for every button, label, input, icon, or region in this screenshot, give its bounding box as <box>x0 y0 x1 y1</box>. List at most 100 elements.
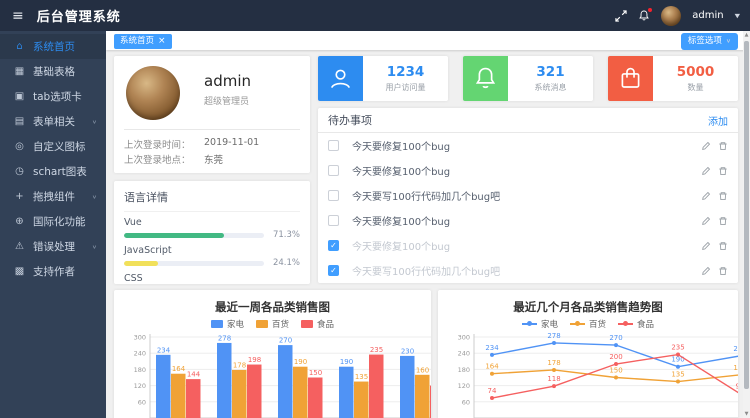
sidebar-item-基础表格[interactable]: ▦ 基础表格 <box>0 59 106 84</box>
tag-options-label: 标签选项 <box>687 36 722 46</box>
notification-badge <box>648 8 653 12</box>
sidebar-item-label: 拖拽组件 <box>33 191 75 203</box>
svg-text:270: 270 <box>609 334 622 342</box>
legend-label: 家电 <box>226 319 244 330</box>
avatar[interactable] <box>661 5 682 26</box>
sidebar-item-label: 表单相关 <box>33 116 75 128</box>
notification-bell-icon[interactable] <box>638 8 653 22</box>
todo-checkbox[interactable] <box>328 165 339 176</box>
stat-value: 321 <box>536 64 565 80</box>
drag-icon: + <box>15 191 24 202</box>
bag-icon <box>608 56 653 101</box>
stat-label: 数量 <box>687 83 704 92</box>
tab-home[interactable]: 系统首页 × <box>114 34 172 49</box>
close-icon[interactable]: × <box>158 35 166 46</box>
bar-chart-legend: 家电 百货 食品 <box>114 318 431 330</box>
tag-options-button[interactable]: 标签选项 ∨ <box>680 33 738 50</box>
svg-text:120: 120 <box>458 382 470 390</box>
edit-icon[interactable] <box>701 241 711 251</box>
progress-fill <box>124 260 158 266</box>
delete-icon[interactable] <box>718 266 728 276</box>
sidebar-item-label: 系统首页 <box>33 41 75 53</box>
error-icon: ⚠ <box>15 241 24 252</box>
vertical-scrollbar[interactable]: ▲ ▼ <box>743 31 750 418</box>
legend-item-食品[interactable]: 食品 <box>618 318 654 330</box>
legend-item-家电[interactable]: 家电 <box>210 318 244 330</box>
legend-item-家电[interactable]: 家电 <box>521 318 558 330</box>
edit-icon[interactable] <box>701 191 711 201</box>
scrollbar-down-arrow-icon[interactable]: ▼ <box>744 411 749 417</box>
delete-icon[interactable] <box>718 166 728 176</box>
svg-text:178: 178 <box>233 361 246 369</box>
form-icon: ▤ <box>14 116 25 127</box>
sidebar-item-tab选项卡[interactable]: ▣ tab选项卡 <box>0 84 106 109</box>
hamburger-menu-icon[interactable]: ≡ <box>12 7 24 24</box>
legend-item-百货[interactable]: 百货 <box>569 318 606 330</box>
line-chart-legend: 家电 百货 食品 <box>438 318 738 330</box>
sidebar-item-国际化功能[interactable]: ⊕ 国际化功能 <box>0 209 106 234</box>
todo-checkbox[interactable]: ✓ <box>328 240 339 251</box>
last-login-time-value: 2019-11-01 <box>204 137 260 148</box>
svg-text:235: 235 <box>370 346 383 354</box>
language-detail-card: 语言详情 Vue71.3%JavaScript24.1%CSS13.7%HTML… <box>114 181 310 284</box>
sidebar-item-label: 基础表格 <box>33 66 75 78</box>
todo-card: 待办事项 添加 今天要修复100个bug 今天要修复100个bug 今天要写100行… <box>318 108 738 283</box>
delete-icon[interactable] <box>718 191 728 201</box>
sidebar-item-系统首页[interactable]: ⌂ 系统首页 <box>0 34 106 59</box>
legend-item-食品[interactable]: 食品 <box>301 318 334 330</box>
stat-card-数量[interactable]: 5000 数量 <box>608 56 738 101</box>
sidebar-item-自定义图标[interactable]: ◎ 自定义图标 <box>0 134 106 159</box>
last-login-time-label: 上次登录时间： <box>124 140 191 151</box>
todo-checkbox[interactable] <box>328 190 339 201</box>
delete-icon[interactable] <box>718 216 728 226</box>
weekly-sales-bar-chart-card: 最近一周各品类销售图 家电 百货 食品 60 120 180 240 300 234 164 14… <box>114 290 431 418</box>
user-dropdown-caret-icon[interactable]: ▼ <box>734 12 740 19</box>
edit-icon[interactable] <box>701 166 711 176</box>
line-chart-canvas: 60 120 180 240 300 234 278 270 190 230 164 178 150 13… <box>458 332 738 418</box>
todo-add-link[interactable]: 添加 <box>708 116 728 128</box>
todo-checkbox[interactable] <box>328 140 339 151</box>
chevron-down-icon: ∨ <box>91 243 97 250</box>
svg-text:160: 160 <box>416 366 429 374</box>
stat-card-系统消息[interactable]: 321 系统消息 <box>463 56 593 101</box>
last-login-time-row: 上次登录时间： 2019-11-01 <box>124 137 300 151</box>
top-header: ≡ 后台管理系统 admin ▼ <box>0 0 750 31</box>
legend-item-百货[interactable]: 百货 <box>255 318 289 330</box>
svg-text:190: 190 <box>671 356 684 364</box>
todo-checkbox[interactable] <box>328 215 339 226</box>
sidebar-nav: ⌂ 系统首页 ▦ 基础表格 ▣ tab选项卡 ▤ 表单相关 ∨ ◎ 自定义图标 ◷ schart图表 + 拖… <box>0 31 106 418</box>
todo-item: 今天要修复100个bug <box>318 208 738 233</box>
svg-text:240: 240 <box>134 350 146 358</box>
sidebar-item-label: tab选项卡 <box>33 91 82 103</box>
fullscreen-icon[interactable] <box>615 9 627 22</box>
sidebar-item-schart图表[interactable]: ◷ schart图表 <box>0 159 106 184</box>
delete-icon[interactable] <box>718 141 728 151</box>
svg-text:278: 278 <box>547 332 560 340</box>
sidebar-item-表单相关[interactable]: ▤ 表单相关 ∨ <box>0 109 106 134</box>
language-name: CSS <box>124 273 143 284</box>
edit-icon[interactable] <box>701 141 711 151</box>
svg-text:118: 118 <box>547 375 560 383</box>
sidebar-item-label: 国际化功能 <box>33 216 86 228</box>
todo-checkbox[interactable]: ✓ <box>328 265 339 276</box>
progress-percent: 24.1% <box>272 258 300 268</box>
bar-chart-title: 最近一周各品类销售图 <box>215 300 330 314</box>
scrollbar-up-arrow-icon[interactable]: ▲ <box>744 32 749 38</box>
header-username[interactable]: admin <box>692 10 724 21</box>
legend-label: 食品 <box>637 319 655 330</box>
edit-icon[interactable] <box>701 266 711 276</box>
language-name: Vue <box>124 217 142 228</box>
svg-text:200: 200 <box>609 353 622 361</box>
custom-icon-icon: ◎ <box>15 141 24 152</box>
stat-card-用户访问量[interactable]: 1234 用户访问量 <box>318 56 448 101</box>
delete-icon[interactable] <box>718 241 728 251</box>
edit-icon[interactable] <box>701 216 711 226</box>
svg-text:240: 240 <box>458 350 470 358</box>
sidebar-item-错误处理[interactable]: ⚠ 错误处理 ∨ <box>0 234 106 259</box>
scrollbar-thumb[interactable] <box>744 41 749 389</box>
sidebar-item-拖拽组件[interactable]: + 拖拽组件 ∨ <box>0 184 106 209</box>
svg-text:164: 164 <box>485 363 499 371</box>
sidebar-item-支持作者[interactable]: ▩ 支持作者 <box>0 259 106 284</box>
svg-text:230: 230 <box>401 347 414 355</box>
tab-home-label: 系统首页 <box>120 36 155 46</box>
